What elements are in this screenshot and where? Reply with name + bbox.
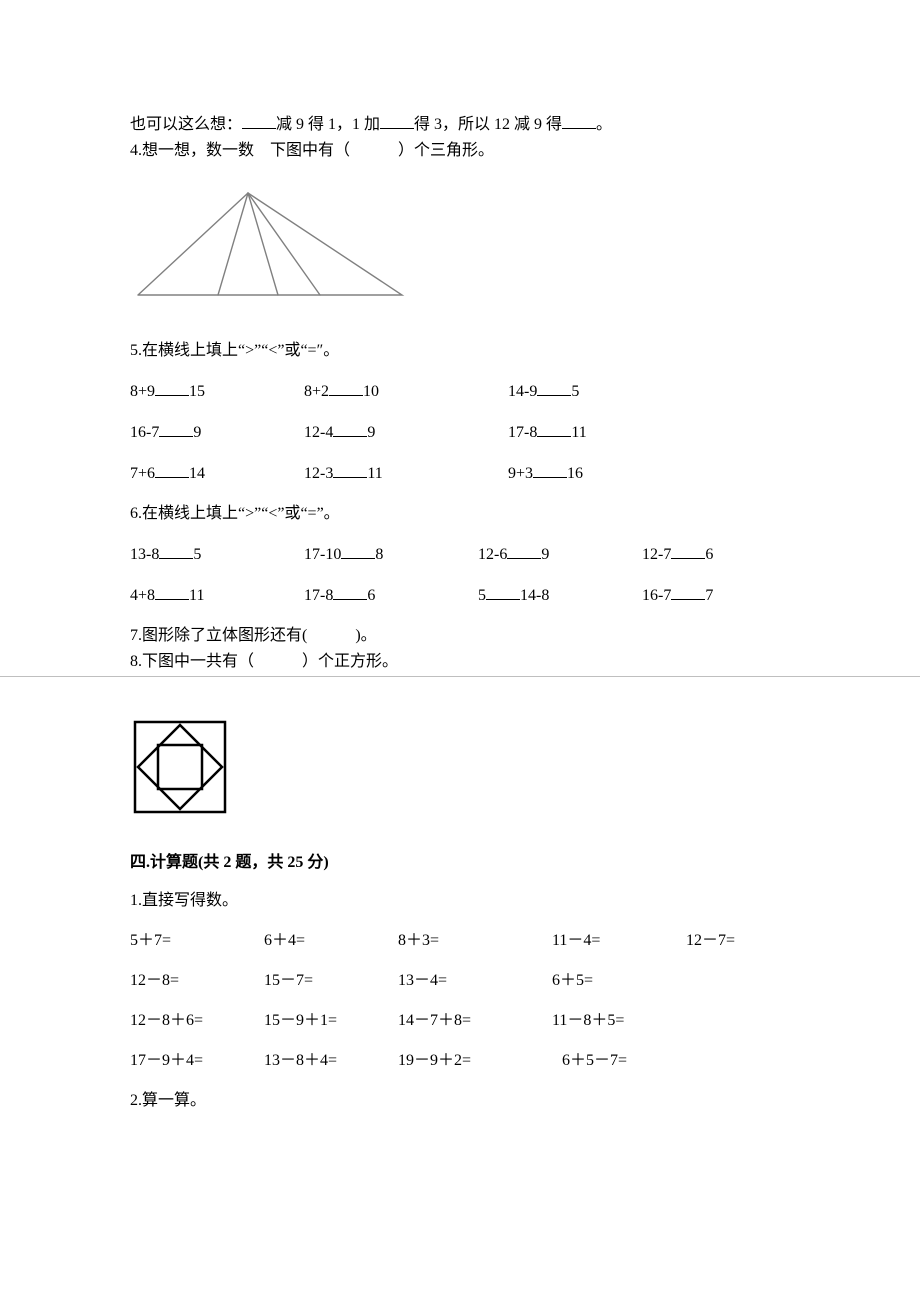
q5-blank-3[interactable] (537, 379, 571, 396)
q5-blank-6[interactable] (537, 420, 571, 437)
q7-text: 7.图形除了立体图形还有( )。 (130, 624, 790, 648)
calc-row-3: 12－8＋6= 15－9＋1= 14－7＋8= 11－8＋5= (130, 1009, 790, 1033)
q4-figure (130, 185, 790, 313)
q6-row-2: 4+811 17-86 514-8 16-77 (130, 583, 790, 608)
q5-row-1: 8+915 8+210 14-95 (130, 379, 790, 404)
q4-line: 4.想一想，数一数 下图中有（ ）个三角形。 (130, 139, 790, 163)
q3-end: 。 (596, 116, 612, 133)
q4-text: 下图中有（ ）个三角形。 (270, 142, 494, 159)
q4-label: 4.想一想，数一数 (130, 142, 254, 159)
q6-row-1: 13-85 17-108 12-69 12-76 (130, 542, 790, 567)
q6-blank-6[interactable] (333, 583, 367, 600)
q6-label: 6.在横线上填上“>”“<”或“=”。 (130, 502, 790, 526)
q5-blank-1[interactable] (155, 379, 189, 396)
q8-text: 8.下图中一共有（ ）个正方形。 (130, 650, 790, 674)
q6-blank-4[interactable] (671, 542, 705, 559)
q8-figure (130, 717, 790, 825)
s4-q1-label: 1.直接写得数。 (130, 889, 790, 913)
page-divider (0, 676, 920, 677)
q3-blank-2[interactable] (380, 112, 414, 129)
q5-blank-2[interactable] (329, 379, 363, 396)
q5-row-2: 16-79 12-49 17-811 (130, 420, 790, 445)
q6-blank-3[interactable] (507, 542, 541, 559)
calc-row-4: 17－9＋4= 13－8＋4= 19－9＋2= 6＋5－7= (130, 1049, 790, 1073)
calc-row-2: 12－8= 15－7= 13－4= 6＋5= (130, 969, 790, 993)
q3-seg2: 得 3，所以 12 减 9 得 (414, 116, 562, 133)
q6-blank-8[interactable] (671, 583, 705, 600)
section4-title: 四.计算题(共 2 题，共 25 分) (130, 851, 790, 875)
q6-blank-2[interactable] (341, 542, 375, 559)
q5-blank-4[interactable] (159, 420, 193, 437)
s4-q2-label: 2.算一算。 (130, 1089, 790, 1113)
q5-blank-7[interactable] (155, 461, 189, 478)
triangle-fan-icon (130, 185, 410, 305)
q6-blank-5[interactable] (155, 583, 189, 600)
q3-seg1: 减 9 得 1，1 加 (276, 116, 380, 133)
q5-row-3: 7+614 12-311 9+316 (130, 461, 790, 486)
nested-squares-icon (130, 717, 230, 817)
q3-tail-line: 也可以这么想： 减 9 得 1，1 加 得 3，所以 12 减 9 得 。 (130, 112, 790, 137)
q5-blank-5[interactable] (333, 420, 367, 437)
calc-row-1: 5＋7= 6＋4= 8＋3= 11－4= 12－7= (130, 929, 790, 953)
q5-label: 5.在横线上填上“>”“<”或“=″。 (130, 339, 790, 363)
q3-blank-1[interactable] (242, 112, 276, 129)
q5-blank-8[interactable] (333, 461, 367, 478)
q6-blank-7[interactable] (486, 583, 520, 600)
q3-blank-3[interactable] (562, 112, 596, 129)
q6-blank-1[interactable] (159, 542, 193, 559)
q3-prefix: 也可以这么想： (130, 116, 242, 133)
q5-blank-9[interactable] (533, 461, 567, 478)
